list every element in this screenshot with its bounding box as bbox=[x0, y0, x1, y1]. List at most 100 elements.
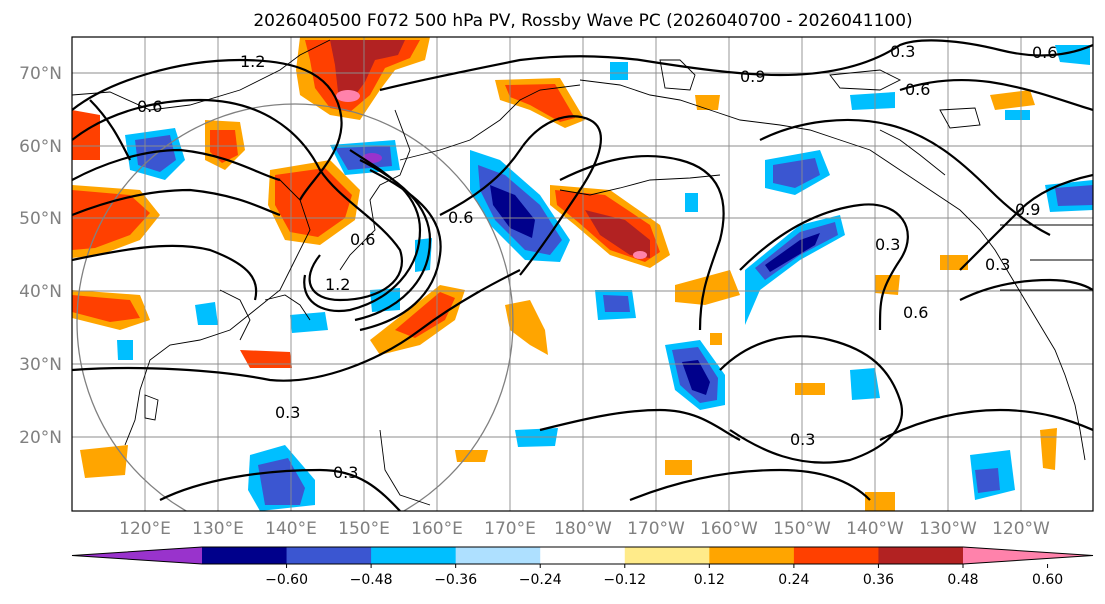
positive-anomaly bbox=[336, 90, 360, 102]
colorbar-segment bbox=[878, 547, 964, 564]
colorbar-segment bbox=[371, 547, 457, 564]
negative-anomaly bbox=[290, 312, 328, 333]
lon-label: 140°W bbox=[846, 519, 904, 539]
positive-anomaly bbox=[240, 350, 292, 368]
lon-label: 150°E bbox=[338, 519, 390, 539]
colorbar-outline bbox=[71, 546, 1094, 565]
colorbar-segment bbox=[624, 547, 710, 564]
negative-anomaly bbox=[682, 360, 710, 395]
contour-label: 0.9 bbox=[1015, 200, 1040, 219]
colorbar-tick-label: 0.24 bbox=[778, 572, 809, 588]
positive-anomaly bbox=[505, 84, 575, 122]
positive-anomaly bbox=[875, 275, 900, 295]
positive-anomaly bbox=[633, 251, 647, 259]
positive-anomaly bbox=[865, 492, 895, 511]
contour-label: 0.3 bbox=[275, 403, 300, 422]
lat-label: 70°N bbox=[19, 64, 62, 84]
map-area bbox=[72, 37, 1093, 511]
contour-label: 0.6 bbox=[905, 80, 930, 99]
latitude-labels: 70°N 60°N 50°N 40°N 30°N 20°N bbox=[19, 64, 62, 448]
negative-anomaly bbox=[1005, 110, 1030, 120]
lat-label: 60°N bbox=[19, 137, 62, 157]
colorbar-tick-label: 0.60 bbox=[1032, 572, 1063, 588]
negative-anomaly bbox=[195, 302, 218, 325]
colorbar-tick-label: −0.60 bbox=[265, 572, 308, 588]
contour-label: 0.3 bbox=[790, 430, 815, 449]
contour-label: 0.3 bbox=[890, 42, 915, 61]
contour-label: 1.2 bbox=[325, 275, 350, 294]
negative-anomaly bbox=[603, 295, 630, 312]
colorbar: −0.60 −0.48 −0.36 −0.24 −0.12 0.12 0.24 0.36 0.4… bbox=[71, 546, 1094, 588]
colorbar-tick-label: 0.36 bbox=[863, 572, 894, 588]
positive-anomaly bbox=[940, 255, 968, 270]
longitude-labels: 120°E 130°E 140°E 150°E 160°E 170°E 180°… bbox=[119, 519, 1050, 539]
map-content: 1.2 0.6 0.9 0.3 0.6 0.6 1.2 0.3 0.3 0.3 … bbox=[72, 37, 1093, 511]
colorbar-segment bbox=[793, 547, 879, 564]
pv-contours bbox=[72, 39, 1093, 511]
positive-anomaly bbox=[695, 95, 720, 110]
positive-anomaly bbox=[710, 333, 722, 345]
contour-label: 0.6 bbox=[903, 303, 928, 322]
negative-anomaly bbox=[610, 62, 628, 80]
pv-shading bbox=[72, 37, 1093, 511]
colorbar-tick-label: −0.36 bbox=[434, 572, 477, 588]
negative-anomaly bbox=[850, 92, 895, 110]
contour-labels: 1.2 0.6 0.9 0.3 0.6 0.6 1.2 0.3 0.3 0.3 … bbox=[137, 42, 1057, 482]
contour-label: 0.9 bbox=[740, 67, 765, 86]
figure-title: 2026040500 F072 500 hPa PV, Rossby Wave … bbox=[253, 11, 912, 31]
colorbar-min-extend bbox=[72, 547, 202, 564]
lat-label: 20°N bbox=[19, 428, 62, 448]
colorbar-tick-label: −0.48 bbox=[350, 572, 393, 588]
positive-anomaly bbox=[210, 130, 238, 163]
contour-label: 0.6 bbox=[350, 230, 375, 249]
region-circle bbox=[76, 103, 514, 511]
positive-anomaly bbox=[455, 450, 488, 462]
contour-label: 0.6 bbox=[137, 97, 162, 116]
negative-anomaly bbox=[117, 340, 133, 360]
lon-label: 130°W bbox=[919, 519, 977, 539]
colorbar-segment bbox=[286, 547, 372, 564]
colorbar-tick-label: 0.12 bbox=[694, 572, 725, 588]
coastlines bbox=[72, 39, 1093, 506]
lon-label: 160°W bbox=[700, 519, 758, 539]
positive-anomaly bbox=[395, 292, 455, 338]
positive-anomaly bbox=[72, 295, 140, 322]
positive-anomaly bbox=[72, 190, 150, 250]
colorbar-max-extend bbox=[963, 547, 1093, 564]
lon-label: 140°E bbox=[265, 519, 317, 539]
colorbar-tick-label: 0.48 bbox=[947, 572, 978, 588]
negative-anomaly bbox=[685, 193, 698, 212]
lat-label: 30°N bbox=[19, 355, 62, 375]
colorbar-segment bbox=[709, 547, 795, 564]
contour-label: 0.3 bbox=[333, 463, 358, 482]
negative-anomaly bbox=[773, 158, 820, 188]
colorbar-segment bbox=[455, 547, 541, 564]
lat-label: 40°N bbox=[19, 282, 62, 302]
lat-label: 50°N bbox=[19, 209, 62, 229]
contour-label: 1.2 bbox=[240, 52, 265, 71]
colorbar-segment bbox=[540, 547, 626, 564]
positive-anomaly bbox=[72, 110, 100, 160]
positive-anomaly bbox=[505, 300, 548, 355]
colorbar-tick-label: −0.12 bbox=[603, 572, 646, 588]
positive-anomaly bbox=[330, 40, 405, 102]
lon-label: 130°E bbox=[192, 519, 244, 539]
lon-label: 180°W bbox=[554, 519, 612, 539]
negative-anomaly bbox=[490, 185, 535, 238]
negative-anomaly bbox=[850, 368, 880, 400]
graticule bbox=[72, 37, 1093, 511]
contour-label: 0.3 bbox=[985, 255, 1010, 274]
lon-label: 170°E bbox=[484, 519, 536, 539]
negative-anomaly bbox=[765, 233, 820, 272]
colorbar-tick-label: −0.24 bbox=[519, 572, 562, 588]
positive-anomaly bbox=[990, 90, 1035, 110]
lon-label: 160°E bbox=[411, 519, 463, 539]
map-frame bbox=[71, 36, 1094, 512]
positive-anomaly bbox=[585, 210, 650, 258]
negative-anomaly bbox=[515, 428, 558, 447]
lon-label: 120°W bbox=[992, 519, 1050, 539]
positive-anomaly bbox=[795, 383, 825, 395]
positive-anomaly bbox=[675, 270, 740, 305]
negative-anomaly bbox=[1055, 185, 1093, 206]
